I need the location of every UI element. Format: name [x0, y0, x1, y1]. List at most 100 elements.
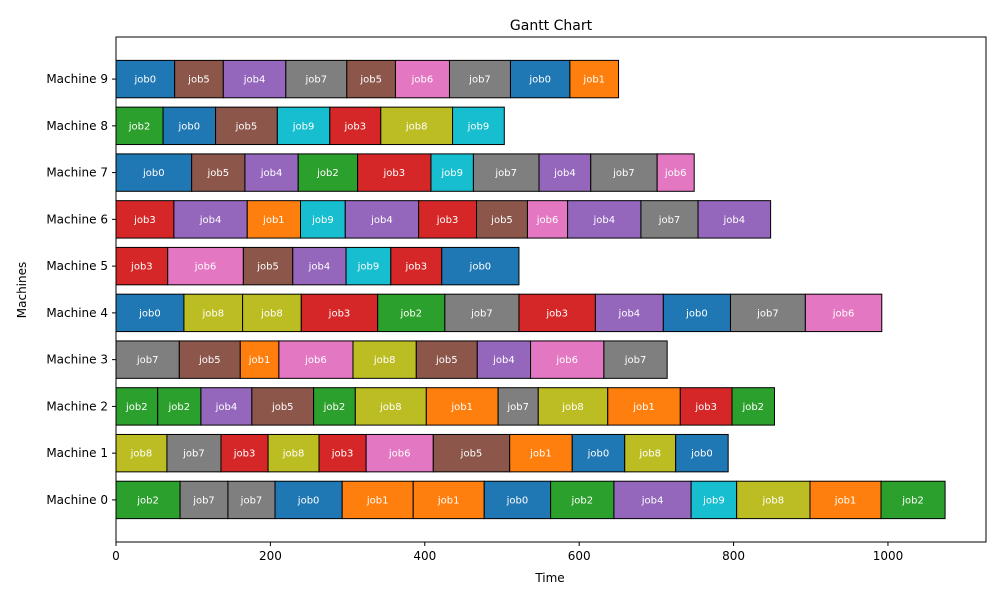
gantt-bar-label: job3	[382, 168, 405, 179]
gantt-bar-job2	[115, 387, 159, 426]
gantt-bar-label: job2	[136, 495, 159, 506]
gantt-bar-label: job4	[308, 262, 331, 273]
gantt-bar-job3	[390, 246, 443, 286]
gantt-bar-job7	[115, 340, 180, 379]
gantt-bar-job0	[571, 433, 626, 473]
gantt-bar-label: job7	[240, 495, 263, 506]
gantt-bar-job4	[697, 200, 772, 239]
gantt-bar-label: job4	[618, 308, 641, 319]
gantt-bar-label: job7	[470, 308, 493, 319]
bar-labels-layer: job2 job7 job7 job0 job1 job1 job0 job2 job4 job9…	[125, 75, 924, 507]
gantt-bar-job1	[412, 480, 485, 520]
y-tick-label: Machine 8	[46, 119, 108, 133]
gantt-bar-label: job3	[130, 262, 153, 273]
gantt-bar-job5	[178, 340, 241, 379]
gantt-bar-label: job7	[756, 308, 779, 319]
gantt-bar-label: job5	[359, 75, 382, 86]
gantt-bar-label: job0	[469, 262, 492, 273]
gantt-bar-job4	[538, 153, 592, 192]
gantt-bar-label: job5	[271, 402, 294, 413]
gantt-bar-job1	[341, 480, 414, 520]
gantt-bar-job7	[227, 480, 276, 520]
gantt-bar-label: job4	[243, 75, 266, 86]
gantt-bar-label: job1	[248, 355, 271, 366]
gantt-bar-job8	[354, 387, 427, 426]
gantt-bar-label: job3	[133, 215, 156, 226]
gantt-bar-label: job0	[138, 308, 161, 319]
gantt-bar-job0	[441, 246, 520, 286]
gantt-bar-label: job3	[328, 308, 351, 319]
gantt-bar-job8	[352, 340, 417, 379]
gantt-bar-job3	[300, 293, 379, 333]
gantt-bar-label: job9	[311, 215, 334, 226]
gantt-bar-label: job7	[494, 168, 517, 179]
gantt-bar-job6	[530, 340, 605, 379]
gantt-bar-label: job9	[467, 121, 490, 132]
gantt-bar-job3	[318, 433, 367, 473]
gantt-bar-job3	[357, 153, 432, 192]
gantt-bar-job9	[430, 153, 474, 192]
x-tick-label: 1000	[873, 549, 904, 563]
gantt-bar-label: job2	[741, 402, 764, 413]
gantt-bar-job3	[220, 433, 269, 473]
gantt-bar-job7	[179, 480, 229, 520]
gantt-bar-job4	[173, 200, 248, 239]
gantt-bar-job0	[162, 106, 217, 146]
gantt-bar-job8	[267, 433, 320, 473]
gantt-bar-label: job0	[178, 121, 201, 132]
gantt-bar-job4	[344, 200, 420, 239]
gantt-bar-job4	[613, 480, 692, 520]
gantt-bar-label: job1	[529, 449, 552, 460]
gantt-bar-label: job1	[450, 402, 473, 413]
gantt-bar-label: job1	[262, 215, 285, 226]
y-tick-label: Machine 1	[46, 446, 108, 460]
x-axis-label: Time	[534, 571, 564, 585]
gantt-bar-label: job5	[435, 355, 458, 366]
gantt-bar-label: job8	[561, 402, 584, 413]
gantt-bar-job2	[880, 480, 946, 520]
gantt-bar-label: job4	[260, 168, 283, 179]
gantt-bar-job7	[166, 433, 222, 473]
gantt-bar-label: job8	[130, 449, 153, 460]
gantt-bar-label: job6	[536, 215, 559, 226]
gantt-bar-label: job1	[632, 402, 655, 413]
gantt-bar-label: job8	[201, 308, 224, 319]
gantt-bar-job4	[594, 293, 664, 333]
gantt-bar-label: job1	[437, 495, 460, 506]
y-tick-label: Machine 6	[46, 212, 108, 226]
gantt-bar-label: job0	[134, 75, 157, 86]
gantt-bar-label: job7	[468, 75, 491, 86]
y-tick-label: Machine 7	[46, 166, 108, 180]
gantt-bar-job7	[448, 59, 511, 99]
gantt-bar-label: job0	[506, 495, 529, 506]
gantt-bar-job2	[377, 293, 446, 333]
gantt-bar-label: job3	[233, 449, 256, 460]
gantt-bar-label: job2	[570, 495, 593, 506]
gantt-bar-job0	[675, 433, 729, 473]
gantt-bar-job1	[425, 387, 499, 426]
y-axis-label: Machines	[15, 262, 29, 318]
x-tick-label: 0	[112, 549, 120, 563]
gantt-bar-job5	[215, 106, 278, 146]
gantt-bar-label: job3	[344, 121, 367, 132]
gantt-bar-label: job2	[128, 121, 151, 132]
gantt-bar-job3	[679, 387, 733, 426]
gantt-bar-job2	[115, 480, 181, 520]
gantt-bar-label: job0	[528, 75, 551, 86]
gantt-bar-label: job1	[582, 75, 605, 86]
gantt-bar-job8	[183, 293, 244, 333]
gantt-bar-job5	[174, 59, 224, 99]
gantt-bar-job9	[452, 106, 505, 146]
gantt-bar-label: job8	[379, 402, 402, 413]
gantt-bar-label: job3	[436, 215, 459, 226]
gantt-bar-job8	[624, 433, 677, 473]
gantt-bar-job7	[472, 153, 540, 192]
gantt-bar-label: job3	[404, 262, 427, 273]
gantt-bar-label: job8	[373, 355, 396, 366]
gantt-bar-label: job9	[292, 121, 315, 132]
gantt-bar-job1	[569, 59, 620, 99]
gantt-bar-label: job1	[366, 495, 389, 506]
gantt-bar-job5	[191, 153, 246, 192]
gantt-bar-label: job0	[685, 308, 708, 319]
